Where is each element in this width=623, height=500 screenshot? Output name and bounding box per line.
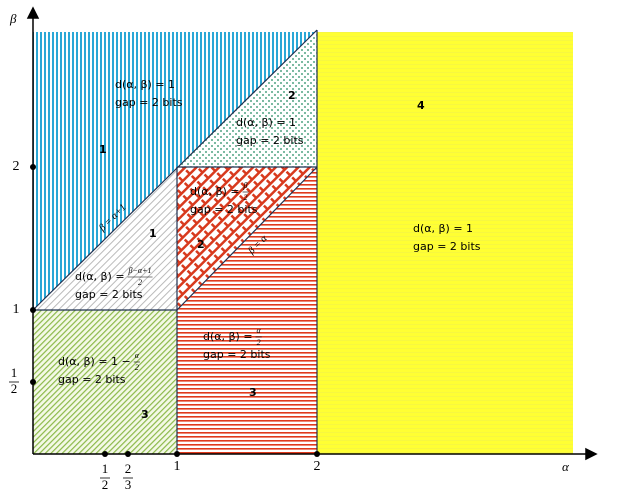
region-number: 1 [149,227,157,240]
region-gap: gap = 2 bits [75,288,143,301]
x-tick-label: 2 [314,459,321,474]
y-tick-label: 2 [13,159,20,174]
region-gap: gap = 2 bits [115,96,183,109]
tick-dot [125,451,131,457]
fraction-numerator: α [135,351,140,360]
region-formula: d(α, β) = [75,270,125,283]
region-formula: d(α, β) = 1 [236,116,296,129]
region-gap: gap = 2 bits [58,373,126,386]
fraction-denominator: 3 [125,477,132,492]
boundaries [32,29,318,454]
x-tick-label: 1 [174,459,181,474]
region-red [177,167,317,454]
fraction-denominator: 2 [102,477,109,492]
y-axis-label: β [9,11,17,26]
tick-dot [102,451,108,457]
region-formula: d(α, β) = [203,330,253,343]
tick-dot [30,164,36,170]
fraction-numerator: α [257,326,262,335]
region-gap: gap = 2 bits [203,348,271,361]
fraction-numerator: 2 [125,461,132,476]
region-formula: d(α, β) = 1 − [58,355,131,368]
tick-dot [314,451,320,457]
tick-dot [30,379,36,385]
region-number: 4 [417,99,425,112]
region-number: 3 [249,386,257,399]
region-gap: gap = 2 bits [413,240,481,253]
fraction-numerator: 1 [11,365,18,380]
region-green [33,310,177,454]
fraction-denominator: 2 [135,363,139,372]
region-formula: d(α, β) = 1 [115,78,175,91]
fraction-denominator: 2 [244,193,248,202]
region-number: 2 [197,238,205,251]
y-tick-label: 1 [13,302,20,317]
tick-dot [30,307,36,313]
region-formula: d(α, β) = [190,185,240,198]
region-gap: gap = 2 bits [190,203,258,216]
fraction-numerator: β [243,181,248,190]
fraction-numerator: 1 [102,461,109,476]
fraction-denominator: 2 [138,278,142,287]
region-gap: gap = 2 bits [236,134,304,147]
tick-dot [174,451,180,457]
region-yellow [317,32,573,454]
region-number: 3 [141,408,149,421]
fraction-denominator: 2 [257,338,261,347]
region-formula: d(α, β) = 1 [413,222,473,235]
region-number: 2 [288,89,296,102]
fraction-numerator: β−α+1 [128,266,152,275]
fraction-denominator: 2 [11,381,18,396]
region-number: 1 [99,143,107,156]
x-axis-label: α [562,459,570,474]
